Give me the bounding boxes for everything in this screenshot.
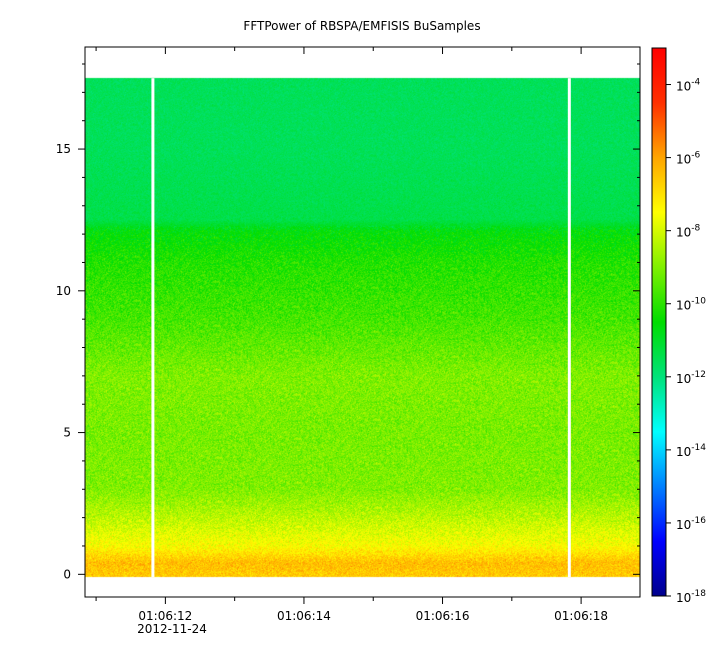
- colorbar-ticks: 10-18 10-16 10-14 10-12 10-10 10-8 10-6 10-4: [666, 78, 706, 605]
- colorbar: 10-18 10-16 10-14 10-12 10-10 10-8 10-6 10-4: [651, 47, 706, 605]
- plot-area: [84, 46, 641, 598]
- colorbar-tick-label: 10-18: [676, 589, 706, 605]
- x-tick-label: 01:06:12: [138, 609, 192, 623]
- data-gap: [151, 78, 155, 578]
- x-tick-label: 01:06:14: [277, 609, 331, 623]
- y-axis: 0 5 10 15: [56, 63, 640, 581]
- y-tick-label: 15: [56, 142, 71, 156]
- x-tick-label: 01:06:16: [416, 609, 470, 623]
- colorbar-tick-label: 10-12: [676, 370, 706, 386]
- colorbar-tick-label: 10-8: [676, 224, 701, 240]
- colorbar-tick-label: 10-10: [676, 297, 706, 313]
- y-tick-label: 10: [56, 284, 71, 298]
- colorbar-tick-label: 10-6: [676, 151, 701, 167]
- x-axis: 01:06:12 01:06:14 01:06:16 01:06:18: [95, 47, 608, 623]
- colorbar-tick-label: 10-16: [676, 516, 706, 532]
- y-tick-label: 0: [63, 567, 71, 581]
- x-tick-label: 01:06:18: [554, 609, 608, 623]
- spectrogram-image: [85, 47, 640, 597]
- plot-frame: [84, 46, 641, 598]
- colorbar-gradient: [652, 48, 666, 596]
- data-gaps: [151, 78, 571, 578]
- data-gap: [567, 78, 571, 578]
- colorbar-frame: [651, 47, 667, 597]
- colorbar-tick-label: 10-14: [676, 443, 706, 459]
- colorbar-tick-label: 10-4: [676, 78, 701, 94]
- chart-title: FFTPower of RBSPA/EMFISIS BuSamples: [243, 19, 480, 33]
- y-tick-label: 5: [63, 426, 71, 440]
- x-axis-date-label: 2012-11-24: [137, 622, 207, 636]
